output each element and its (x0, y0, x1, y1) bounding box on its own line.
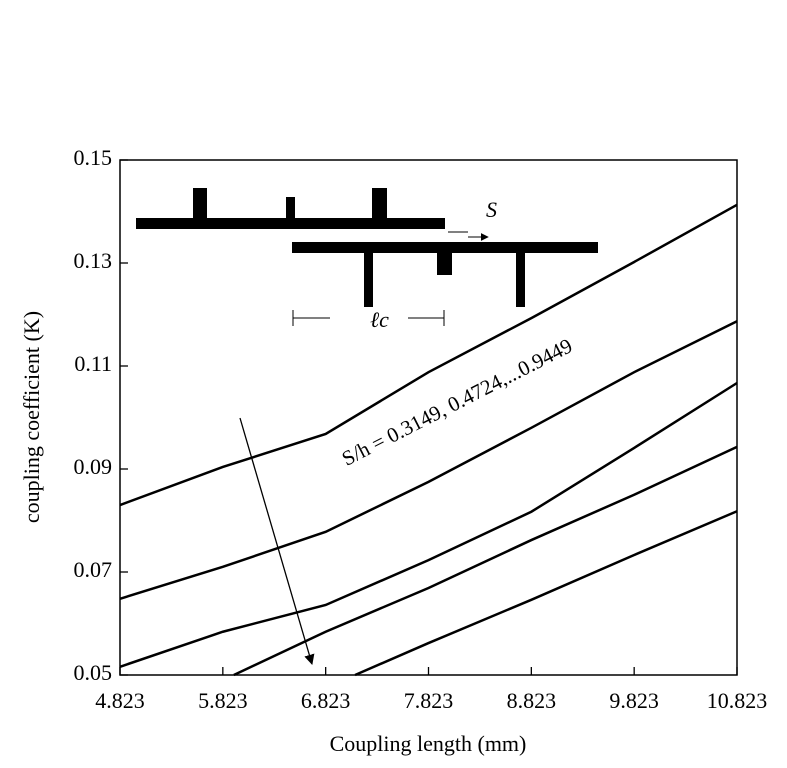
strip-lower (292, 242, 598, 253)
page: {"chart_data": {"type": "line", "x_label… (0, 0, 787, 768)
x-tick-label: 8.823 (507, 688, 557, 713)
y-tick-label: 0.15 (74, 145, 113, 170)
x-tick-label: 9.823 (609, 688, 659, 713)
x-tick-label: 5.823 (198, 688, 248, 713)
stub (516, 253, 525, 307)
inset-label: ℓc (370, 307, 389, 332)
x-axis-label: Coupling length (mm) (330, 731, 527, 756)
x-tick-label: 7.823 (404, 688, 454, 713)
x-tick-label: 6.823 (301, 688, 351, 713)
strip-upper (136, 218, 445, 229)
stub (193, 188, 207, 218)
y-tick-label: 0.05 (74, 660, 113, 685)
stub (437, 253, 452, 275)
stub (364, 253, 373, 307)
y-axis-label: coupling coefficient (K) (19, 311, 44, 523)
stub (286, 197, 295, 218)
series-line (234, 447, 737, 675)
chart: Coupling length (mm) coupling coefficien… (0, 0, 787, 768)
inset-label: S (486, 197, 497, 222)
x-tick-label: 10.823 (707, 688, 768, 713)
stub (372, 188, 387, 218)
annotation: S/h = 0.3149, 0.4724,...0.9449 (338, 333, 576, 470)
y-tick-label: 0.11 (74, 351, 112, 376)
x-tick-label: 4.823 (95, 688, 145, 713)
series-line (355, 511, 737, 675)
inset-schematic (136, 188, 598, 326)
y-tick-label: 0.07 (74, 557, 113, 582)
y-tick-label: 0.09 (74, 454, 113, 479)
series-line (120, 321, 737, 599)
y-tick-label: 0.13 (74, 248, 113, 273)
